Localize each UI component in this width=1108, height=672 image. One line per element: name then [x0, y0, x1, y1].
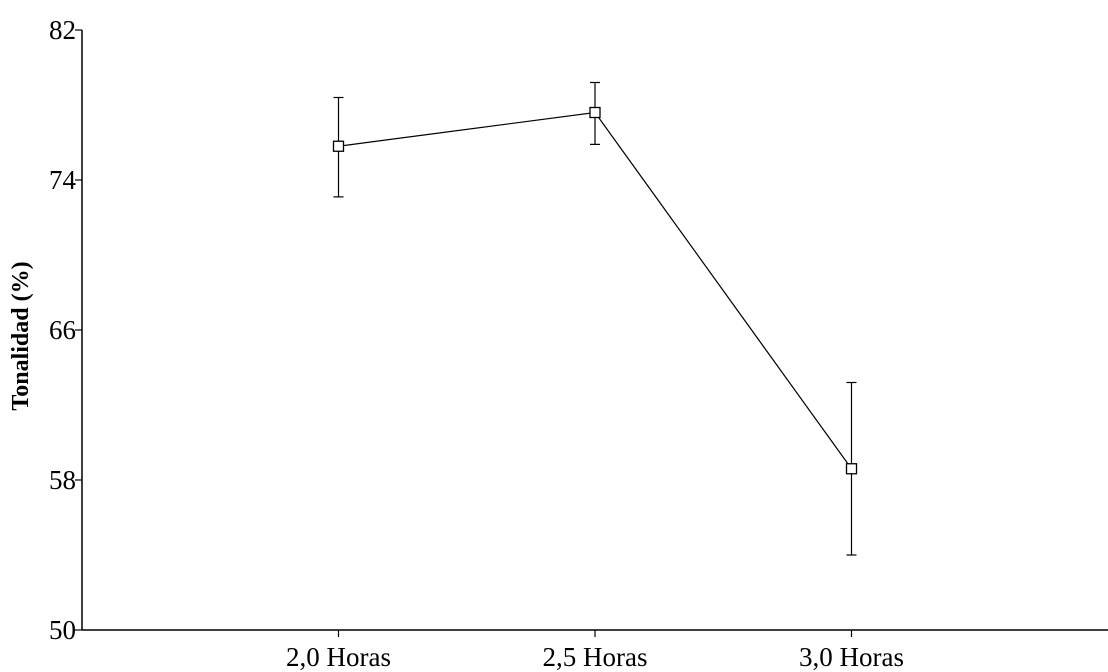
data-point — [332, 140, 345, 152]
series-lines — [338, 111, 852, 470]
y-tick-label: 66 — [49, 315, 76, 345]
data-points — [332, 106, 858, 475]
error-bars — [333, 81, 857, 556]
y-tick-label: 58 — [49, 465, 76, 495]
y-axis-title: Tonalidad (%) — [8, 261, 34, 410]
x-ticks: 2,0 Horas 2,5 Horas 3,0 Horas — [286, 630, 904, 672]
series-line — [338, 111, 852, 470]
y-tick-label: 50 — [49, 615, 76, 645]
x-tick-label: 3,0 Horas — [799, 642, 904, 672]
data-point — [845, 463, 858, 475]
y-tick-label: 82 — [49, 15, 76, 45]
y-tick-label: 74 — [49, 165, 77, 195]
x-tick-label: 2,0 Horas — [286, 642, 391, 672]
data-point — [589, 106, 601, 119]
y-ticks: 50 58 66 74 82 — [49, 15, 82, 645]
x-tick-label: 2,5 Horas — [543, 642, 648, 672]
